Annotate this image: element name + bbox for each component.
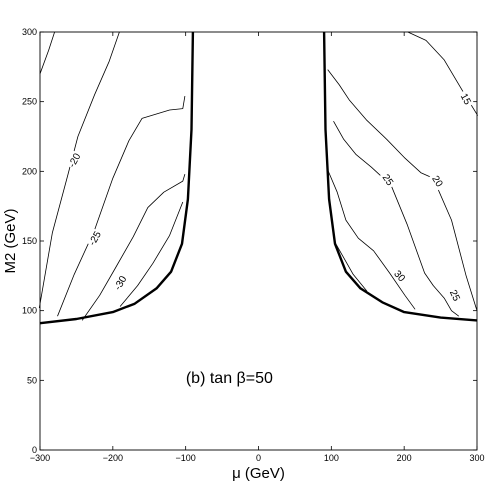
boundary-curve-0 [39, 31, 195, 325]
y-tick-label: 300 [22, 27, 37, 37]
contour-line-7 [333, 121, 460, 317]
contour-line-6 [327, 69, 478, 311]
ticks-layer: −300 −200 −100 0 100 200 300 0 50 100 150 200 250 300 [22, 27, 485, 463]
x-axis-label: μ (GeV) [232, 465, 285, 482]
contour-line-1 [57, 96, 186, 317]
contour-label: 15 [458, 92, 473, 107]
contour-line-3 [119, 201, 184, 307]
contour-label-bg [111, 273, 129, 293]
contour-label-bg [66, 150, 83, 170]
annotation-tan-beta: (b) tan β=50 [186, 370, 273, 387]
y-axis-label: M2 (GeV) [2, 208, 19, 273]
contour-label-bg [447, 285, 464, 305]
x-tick-label: −200 [103, 453, 123, 463]
curves-layer [38, 31, 479, 325]
y-tick-label: 250 [22, 97, 37, 107]
x-tick-label: 100 [324, 453, 339, 463]
contour-label-bg [390, 266, 409, 286]
x-tick-label: 300 [469, 453, 484, 463]
contour-label-bg [457, 89, 475, 109]
contour-line-4 [39, 31, 55, 74]
x-tick-label: 0 [256, 453, 261, 463]
contour-line-8 [327, 169, 416, 310]
y-tick-label: 50 [27, 375, 37, 385]
y-tick-label: 200 [22, 166, 37, 176]
contour-line-0 [38, 31, 120, 308]
y-tick-label: 100 [22, 306, 37, 316]
y-tick-label: 0 [32, 445, 37, 455]
contour-label-bg [379, 170, 397, 190]
x-tick-label: 200 [397, 453, 412, 463]
y-tick-label: 150 [22, 236, 37, 246]
x-tick-label: −100 [176, 453, 196, 463]
boundary-curve-1 [322, 31, 478, 322]
x-tick-label: −300 [30, 453, 50, 463]
contour-label: 25 [447, 288, 462, 303]
contour-line-9 [333, 240, 368, 292]
contour-line-2 [81, 173, 186, 321]
contour-label-bg [86, 228, 103, 248]
contour-label-bg [429, 171, 447, 191]
